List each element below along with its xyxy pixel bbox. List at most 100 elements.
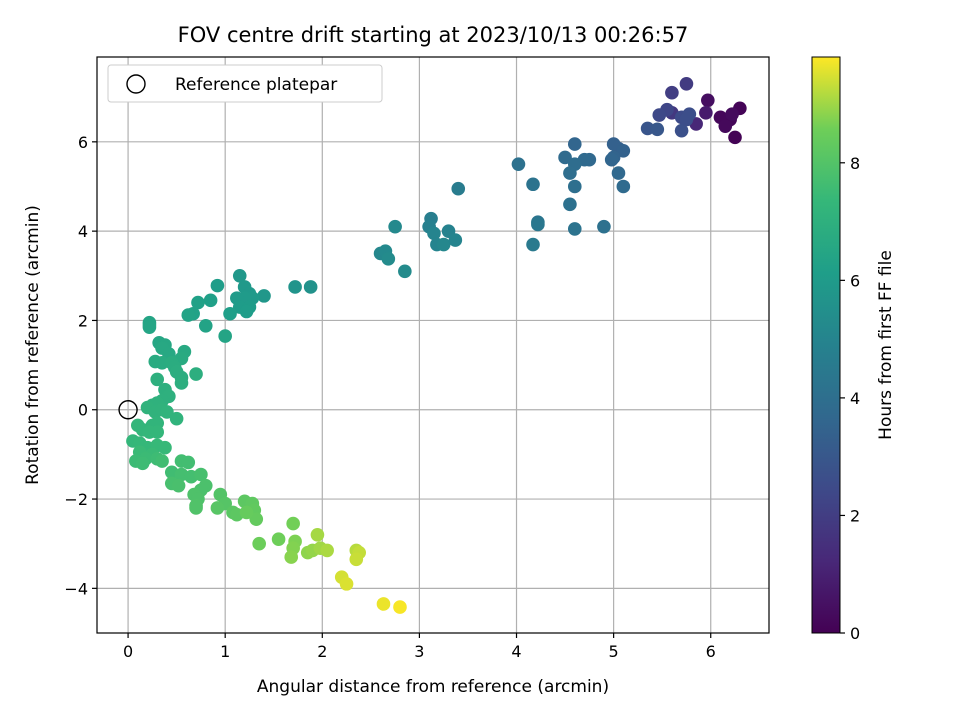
data-point bbox=[271, 532, 286, 547]
y-tick-label: −4 bbox=[64, 579, 88, 598]
colorbar-tick-label: 2 bbox=[850, 506, 860, 525]
data-point bbox=[381, 252, 396, 266]
data-point bbox=[436, 237, 451, 252]
data-point bbox=[169, 411, 184, 426]
data-point bbox=[155, 454, 169, 468]
x-tick-label: 4 bbox=[511, 642, 521, 661]
data-point bbox=[210, 278, 225, 293]
y-tick-label: 6 bbox=[78, 133, 88, 152]
data-point bbox=[531, 217, 545, 232]
data-point bbox=[728, 130, 742, 145]
x-tick-label: 2 bbox=[317, 642, 327, 661]
data-point bbox=[567, 222, 582, 236]
data-point bbox=[223, 306, 237, 321]
data-point bbox=[674, 123, 689, 138]
data-point bbox=[563, 197, 577, 212]
data-point bbox=[239, 304, 254, 319]
data-point bbox=[563, 166, 577, 180]
data-point bbox=[288, 280, 302, 294]
data-point bbox=[650, 122, 665, 137]
data-point bbox=[249, 512, 264, 526]
data-point bbox=[210, 501, 225, 515]
x-tick-label: 0 bbox=[123, 642, 133, 661]
legend-reference-marker bbox=[126, 74, 146, 94]
x-tick-label: 6 bbox=[706, 642, 716, 661]
legend: Reference platepar bbox=[107, 64, 383, 103]
scatter-points bbox=[126, 76, 747, 614]
colorbar bbox=[811, 56, 841, 634]
data-point bbox=[150, 372, 165, 387]
data-point bbox=[393, 600, 407, 614]
data-point bbox=[604, 152, 619, 167]
x-tick-label: 1 bbox=[220, 642, 230, 661]
data-point bbox=[286, 516, 300, 531]
data-point bbox=[189, 501, 203, 515]
data-point bbox=[725, 107, 739, 121]
colorbar-label: Hours from first FF file bbox=[876, 250, 896, 440]
data-point bbox=[155, 356, 169, 370]
y-tick-label: 0 bbox=[78, 401, 88, 420]
data-point bbox=[665, 85, 679, 100]
colorbar-tick-label: 4 bbox=[850, 389, 860, 408]
data-point bbox=[699, 106, 713, 120]
data-point bbox=[376, 597, 391, 611]
data-point bbox=[252, 536, 266, 551]
colorbar-ticks: 0 2 4 6 8 bbox=[840, 154, 860, 643]
data-point bbox=[616, 179, 631, 194]
data-point bbox=[567, 179, 582, 194]
data-point bbox=[398, 264, 412, 279]
data-point bbox=[158, 440, 172, 455]
data-point bbox=[606, 137, 621, 151]
data-point bbox=[679, 76, 694, 91]
grid-lines bbox=[97, 57, 769, 633]
data-point bbox=[181, 308, 196, 322]
data-point bbox=[181, 455, 196, 470]
data-point bbox=[652, 108, 667, 122]
data-point bbox=[339, 577, 354, 591]
x-axis-ticks: 0 1 2 3 4 5 6 bbox=[123, 633, 716, 661]
data-point bbox=[194, 467, 208, 482]
x-tick-label: 3 bbox=[414, 642, 424, 661]
data-point bbox=[142, 320, 157, 334]
data-point bbox=[701, 93, 715, 108]
data-point bbox=[239, 505, 254, 520]
colorbar-tick-label: 0 bbox=[850, 624, 860, 643]
data-point bbox=[257, 289, 271, 303]
data-point bbox=[320, 543, 334, 558]
x-axis-label: Angular distance from reference (arcmin) bbox=[257, 677, 609, 697]
x-tick-label: 5 bbox=[609, 642, 619, 661]
data-point bbox=[526, 177, 540, 192]
data-point bbox=[526, 237, 540, 252]
data-point bbox=[558, 150, 572, 165]
data-point bbox=[388, 219, 402, 234]
data-point bbox=[718, 119, 733, 134]
data-point bbox=[349, 552, 364, 567]
data-point bbox=[284, 550, 299, 564]
plot-area bbox=[96, 56, 770, 634]
data-point bbox=[616, 143, 631, 158]
y-tick-label: 4 bbox=[78, 222, 88, 241]
legend-entry-reference-platepar: Reference platepar bbox=[175, 75, 337, 95]
data-point bbox=[160, 405, 174, 419]
data-point bbox=[189, 367, 203, 381]
data-point bbox=[203, 293, 218, 308]
colorbar-tick-label: 6 bbox=[850, 271, 860, 290]
data-point bbox=[218, 329, 232, 343]
data-point bbox=[232, 268, 247, 283]
data-point bbox=[310, 527, 325, 542]
reference-platepar-marker bbox=[118, 400, 138, 420]
colorbar-tick-label: 8 bbox=[850, 154, 860, 173]
data-point bbox=[198, 319, 213, 333]
data-point bbox=[448, 233, 463, 247]
data-point bbox=[303, 280, 318, 294]
data-point bbox=[611, 166, 626, 180]
data-point bbox=[191, 295, 205, 310]
data-point bbox=[427, 226, 441, 241]
data-point bbox=[150, 425, 165, 439]
chart-title: FOV centre drift starting at 2023/10/13 … bbox=[178, 23, 689, 47]
data-point bbox=[174, 376, 189, 390]
y-tick-label: −2 bbox=[64, 490, 88, 509]
y-axis-label: Rotation from reference (arcmin) bbox=[23, 205, 43, 485]
data-point bbox=[597, 219, 611, 234]
